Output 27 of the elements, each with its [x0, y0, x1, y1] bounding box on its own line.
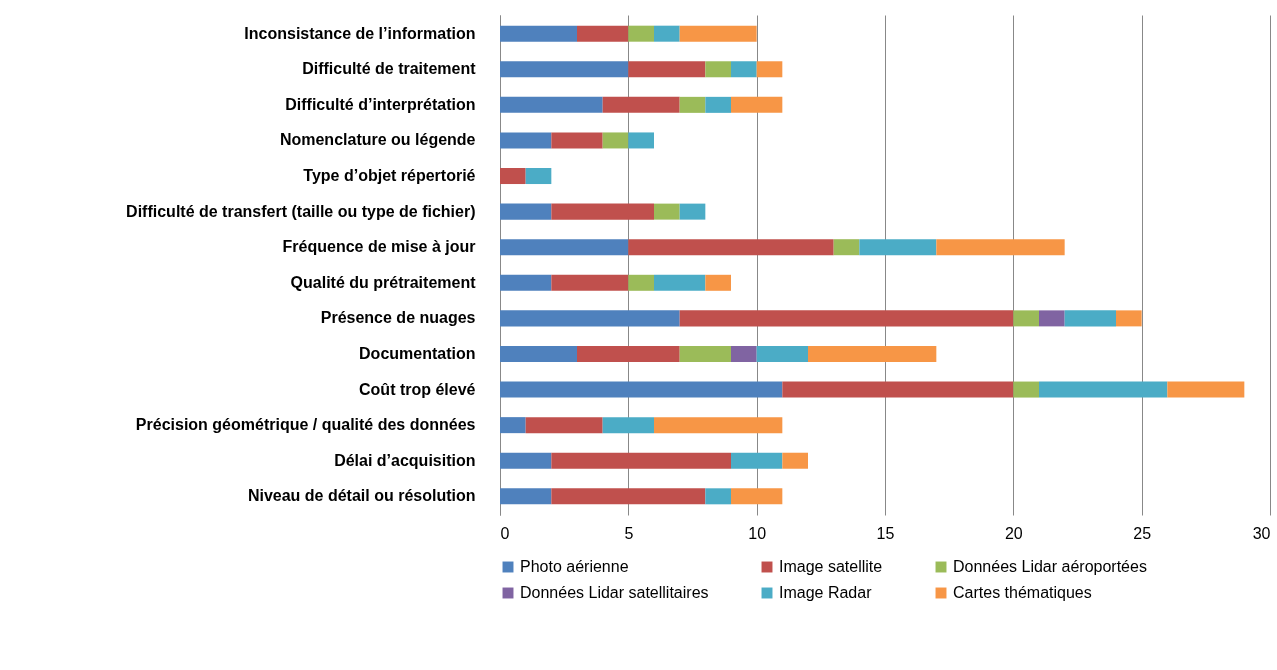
legend-label: Image satellite	[779, 558, 883, 575]
y-tick-label: Difficulté d’interprétation	[285, 95, 476, 113]
x-tick-label: 25	[1133, 524, 1152, 542]
y-tick-label: Difficulté de transfert (taille ou type de fichier)	[126, 202, 476, 220]
y-tick-label: Délai d’acquisition	[334, 451, 476, 469]
y-tick-label: Présence de nuages	[320, 309, 476, 327]
x-tick-label: 10	[748, 524, 767, 542]
x-tick-label: 20	[1004, 524, 1023, 542]
y-tick-label: Coût trop élevé	[359, 380, 476, 398]
x-tick-label: 5	[624, 524, 634, 542]
y-tick-label: Difficulté de traitement	[302, 60, 477, 78]
y-tick-label: Qualité du prétraitement	[290, 273, 477, 291]
legend-label: Données Lidar aéroportées	[953, 558, 1147, 575]
x-tick-label: 30	[1252, 524, 1271, 542]
y-tick-label: Niveau de détail ou résolution	[247, 487, 476, 505]
x-tick-label: 0	[500, 524, 510, 542]
y-tick-label: Précision géométrique / qualité des données	[135, 416, 476, 434]
legend-label: Photo aérienne	[520, 558, 629, 575]
legend-label: Image Radar	[779, 584, 873, 601]
legend-label: Cartes thématiques	[953, 584, 1092, 601]
y-tick-label: Documentation	[359, 344, 476, 362]
y-tick-label: Fréquence de mise à jour	[282, 238, 476, 256]
y-tick-label: Type d’objet répertorié	[303, 167, 476, 185]
y-tick-label: Nomenclature ou légende	[279, 131, 476, 149]
legend-label: Données Lidar satellitaires	[520, 584, 709, 601]
y-tick-label: Inconsistance de l’information	[244, 24, 476, 42]
x-tick-label: 15	[876, 524, 895, 542]
